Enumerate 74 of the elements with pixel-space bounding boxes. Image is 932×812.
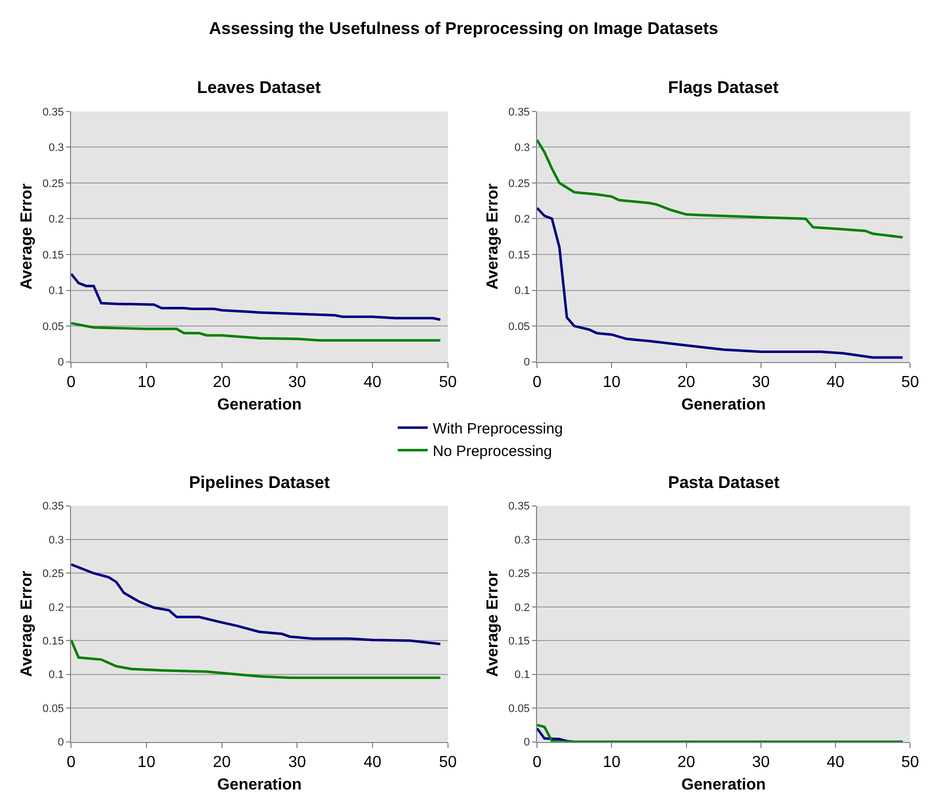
text: Assessing the Usefulness of Preprocessing on Image Datasets [209,19,718,38]
x-tick-label: 50 [438,374,457,391]
y-tick-label: 0.2 [514,214,530,226]
y-tick-label: 0.05 [42,320,64,333]
y-tick-label: 0.3 [514,534,530,546]
x-tick-label: 20 [677,754,696,771]
y-tick-label: 0.2 [514,602,530,614]
y-axis-title: Average Error [18,570,36,677]
line-series [71,272,442,321]
x-tick-label: 40 [826,754,845,771]
x-tick-label: 40 [364,374,382,391]
y-tick-label: 0.1 [514,669,530,682]
x-tick-label: 10 [138,374,156,391]
x-tick-label: 30 [752,754,770,771]
y-tick-label: 0.05 [42,702,64,715]
line-series [537,138,904,239]
y-axis-title: Average Error [18,184,36,290]
y-axis-title: Average Error [484,184,502,290]
x-axis-title: Generation [681,776,766,794]
y-tick-label: 0.05 [508,702,530,715]
y-tick-label: 0.25 [42,568,64,580]
y-tick-label: 0.35 [508,106,530,118]
x-tick-label: 40 [364,754,382,771]
y-tick-label: 0.15 [508,636,530,648]
y-tick-label: 0.25 [508,568,530,580]
chart-title: Leaves Dataset [197,78,322,97]
y-tick-label: 0 [524,736,530,749]
line-series [71,322,442,342]
x-tick-label: 40 [826,374,845,391]
y-tick-label: 0.05 [508,320,530,333]
x-axis-title: Generation [217,776,302,794]
x-tick-label: 30 [288,754,306,771]
y-tick-label: 0.1 [514,285,530,298]
chart-title: Flags Dataset [668,78,779,97]
y-tick-label: 0.2 [48,214,64,226]
line-series [537,724,904,742]
line-series [537,206,904,359]
line-series [71,638,442,679]
y-tick-label: 0.1 [48,285,64,298]
y-tick-label: 0.25 [42,178,64,190]
y-tick-label: 0.35 [42,500,64,513]
legend-label: No Preprocessing [432,443,552,460]
y-tick-label: 0.1 [48,669,64,682]
y-tick-label: 0.25 [508,178,530,190]
y-axis-title: Average Error [484,570,502,677]
legend-label: With Preprocessing [432,420,563,438]
y-tick-label: 0.3 [48,142,64,154]
x-axis-title: Generation [681,396,766,414]
y-tick-label: 0 [58,736,64,749]
x-tick-label: 50 [901,374,920,391]
x-tick-label: 50 [901,754,920,771]
x-tick-label: 10 [602,374,621,391]
x-axis-title: Generation [217,396,302,414]
y-tick-label: 0 [524,356,530,369]
x-tick-label: 30 [752,374,770,391]
x-tick-label: 20 [212,754,231,771]
x-tick-label: 20 [677,374,696,391]
x-tick-label: 20 [212,374,231,391]
y-tick-label: 0.35 [42,106,64,118]
chart-title: Pipelines Dataset [189,473,330,492]
line-series [71,563,442,646]
x-tick-label: 10 [602,754,621,771]
x-tick-label: 50 [438,754,457,771]
y-tick-label: 0.2 [48,602,64,614]
y-tick-label: 0.15 [508,249,530,262]
y-tick-label: 0.15 [42,249,64,262]
y-tick-label: 0 [58,356,64,369]
y-tick-label: 0.3 [514,142,530,154]
y-tick-label: 0.35 [508,500,530,513]
y-tick-label: 0.15 [42,636,64,648]
x-tick-label: 30 [288,374,306,391]
chart-title: Pasta Dataset [668,473,780,492]
x-tick-label: 10 [138,754,156,771]
y-tick-label: 0.3 [48,534,64,546]
